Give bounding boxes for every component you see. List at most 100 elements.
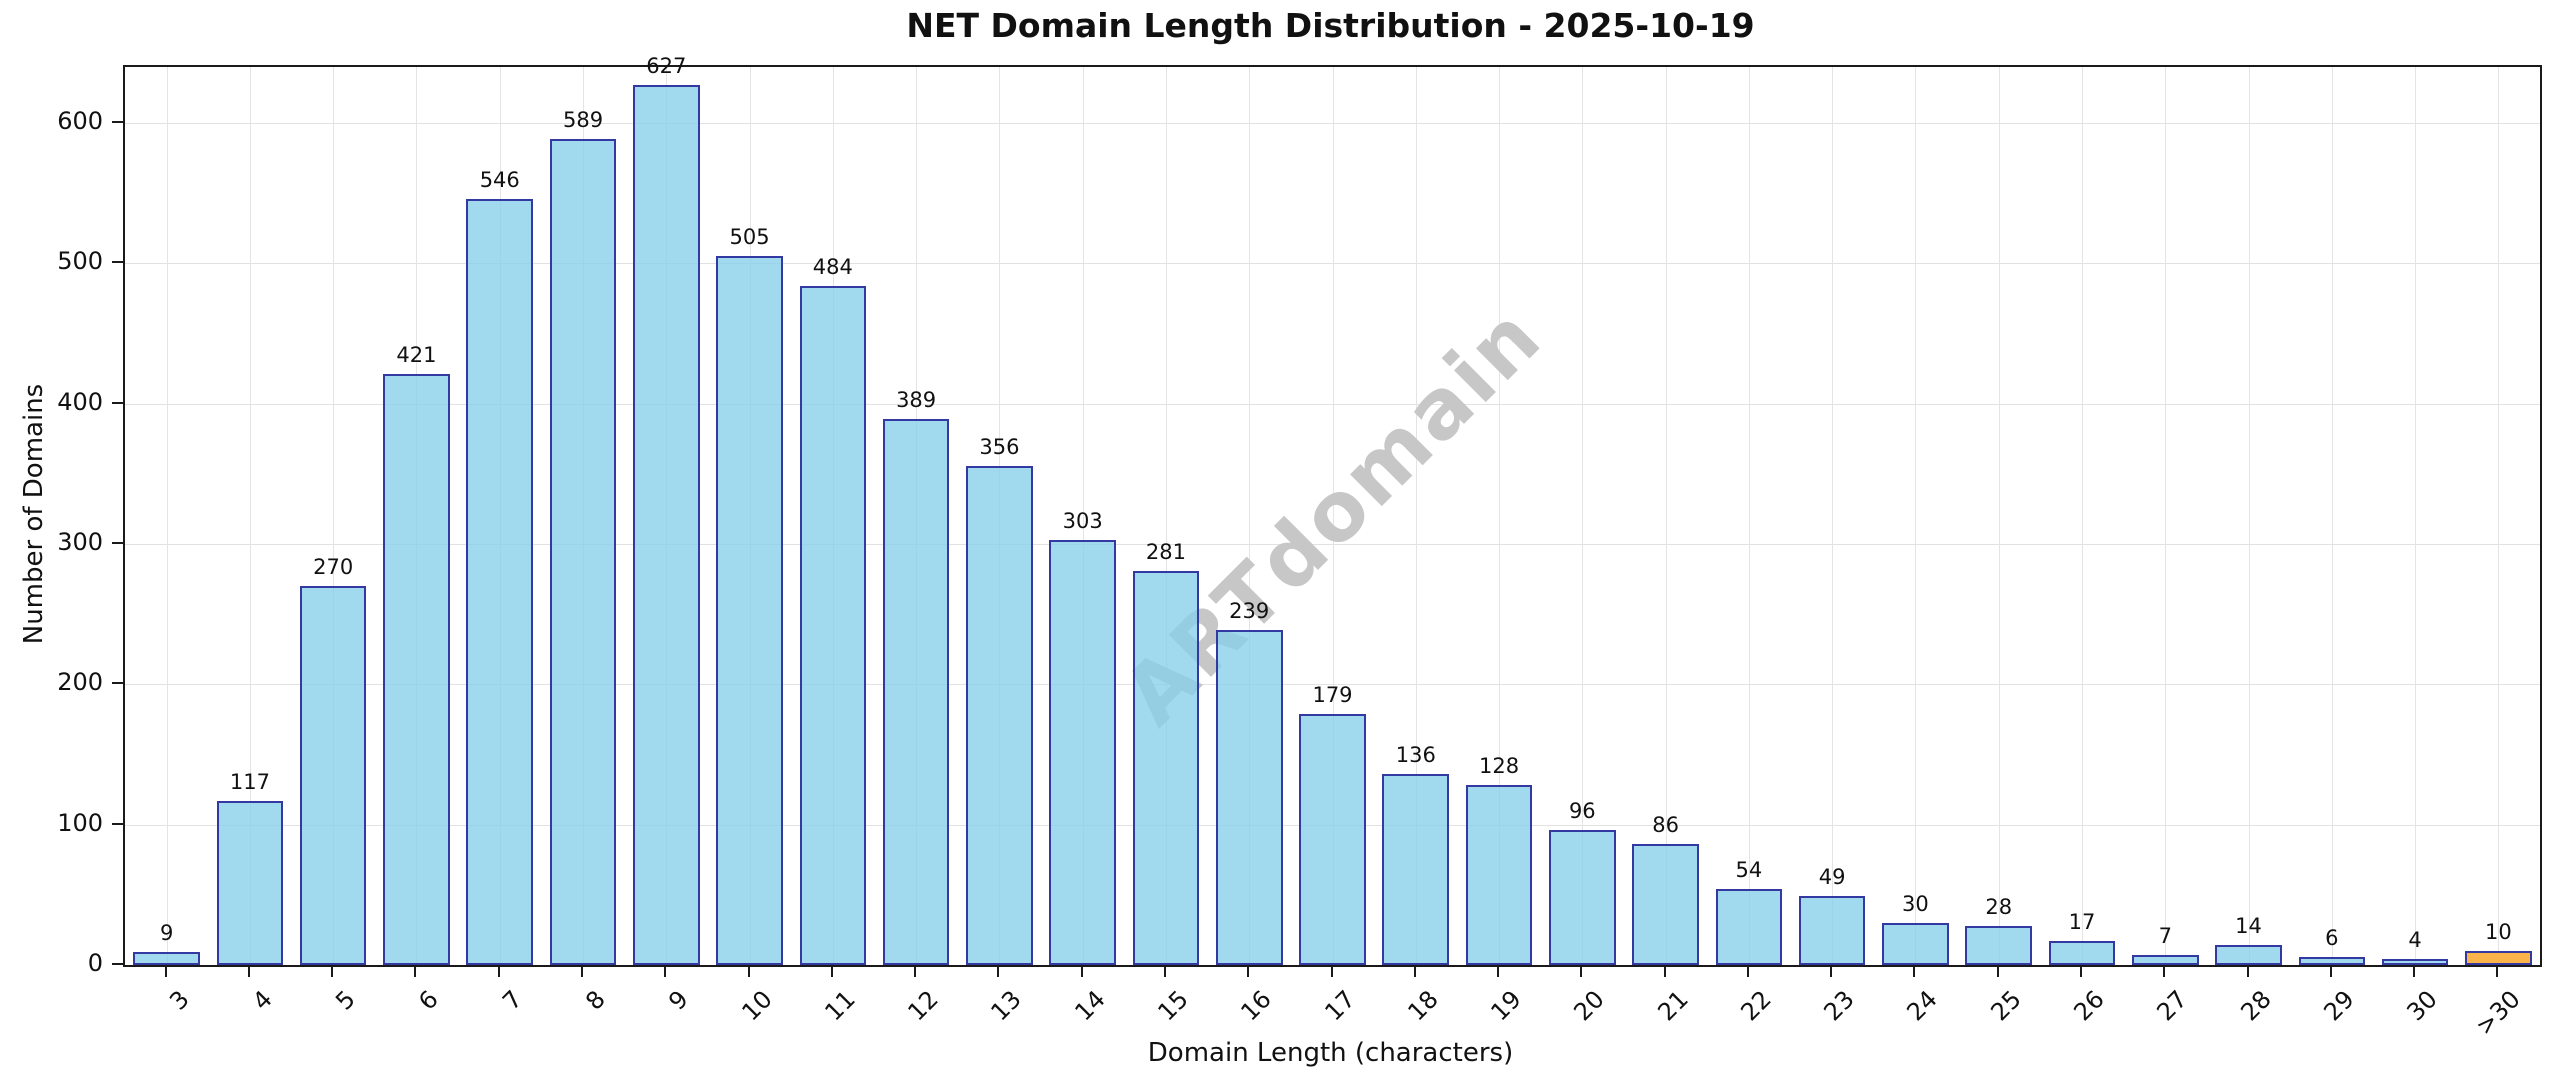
gridline-vertical: [1582, 67, 1584, 965]
x-tick-mark: [1080, 965, 1083, 977]
gridline-vertical: [333, 67, 335, 965]
bar-value-label: 239: [1229, 598, 1270, 623]
x-tick-label: 12: [902, 985, 944, 1027]
gridline-vertical: [1332, 67, 1334, 965]
x-tick-mark: [1580, 965, 1583, 977]
x-tick-label: 20: [1568, 985, 1611, 1027]
bar-26: [2048, 941, 2116, 965]
x-tick-mark: [1247, 965, 1250, 977]
x-tick-mark: [1497, 965, 1500, 977]
x-tick-label: 23: [1818, 985, 1860, 1027]
bar-29: [2298, 956, 2366, 965]
bar-value-label: 128: [1479, 754, 1520, 779]
x-tick-mark: [747, 965, 750, 977]
gridline-vertical: [1499, 67, 1501, 965]
plot-area: ARTdomain 9 117 270 421 546 589 627 505 484 389 35…: [123, 54, 2542, 967]
bar-value-label: 281: [1145, 539, 1186, 564]
y-axis-label: Number of Domains: [19, 383, 49, 645]
bar-16: [1215, 629, 1283, 965]
x-tick-label: >30: [2470, 985, 2527, 1041]
x-tick-label: 18: [1402, 985, 1444, 1027]
x-tick-mark: [1663, 965, 1666, 977]
y-tick-label: 0: [87, 949, 103, 977]
x-tick-label: 22: [1735, 985, 1777, 1027]
bar-value-label: 179: [1312, 682, 1353, 707]
gridline-vertical: [2248, 67, 2250, 965]
bar-value-label: 10: [2484, 919, 2512, 944]
y-tick-mark: [112, 542, 123, 545]
bar-value-label: 96: [1568, 799, 1596, 824]
x-tick-mark: [1413, 965, 1416, 977]
y-tick-mark: [112, 401, 123, 404]
bar->30: [2465, 950, 2532, 965]
gridline-vertical: [166, 67, 168, 965]
x-tick-label: 8: [580, 985, 611, 1016]
x-tick-label: 17: [1318, 985, 1361, 1027]
y-tick-label: 600: [57, 107, 103, 136]
bar-8: [549, 138, 617, 965]
gridline-vertical: [1998, 67, 2000, 965]
bar-27: [2131, 955, 2199, 965]
bar-value-label: 9: [159, 921, 174, 946]
gridline-vertical: [2081, 67, 2083, 965]
x-tick-label: 13: [985, 985, 1028, 1027]
x-tick-mark: [2496, 965, 2499, 977]
x-tick-mark: [664, 965, 667, 977]
x-tick-mark: [247, 965, 250, 977]
y-tick-label: 100: [57, 808, 103, 837]
x-tick-label: 9: [663, 985, 695, 1016]
bar-value-label: 546: [479, 167, 520, 192]
bar-value-label: 28: [1985, 894, 2013, 919]
gridline-vertical: [1832, 67, 1834, 965]
x-tick-mark: [1913, 965, 1916, 977]
x-tick-mark: [1330, 965, 1333, 977]
x-tick-mark: [1830, 965, 1833, 977]
bar-13: [966, 465, 1033, 965]
y-tick-label: 300: [57, 528, 103, 557]
bar-value-label: 589: [562, 107, 604, 132]
gridline-vertical: [1249, 67, 1251, 965]
gridline-vertical: [1915, 67, 1917, 965]
x-tick-label: 30: [2401, 985, 2443, 1027]
x-tick-label: 19: [1485, 985, 1527, 1027]
bar-value-label: 505: [729, 225, 770, 250]
bar-value-label: 30: [1902, 891, 1929, 916]
bar-12: [882, 419, 950, 965]
gridline-vertical: [2415, 67, 2417, 965]
x-tick-mark: [830, 965, 833, 977]
y-tick-label: 500: [57, 247, 103, 276]
x-tick-label: 10: [735, 985, 778, 1027]
bar-10: [716, 256, 783, 965]
bar-3: [133, 952, 200, 965]
x-tick-label: 21: [1651, 985, 1694, 1027]
bar-24: [1882, 922, 1949, 965]
x-tick-mark: [914, 965, 917, 977]
gridline-vertical: [1748, 67, 1750, 965]
x-tick-mark: [331, 965, 334, 977]
gridline-vertical: [2331, 67, 2333, 965]
bar-value-label: 49: [1818, 865, 1846, 890]
x-tick-mark: [2246, 965, 2249, 977]
bar-value-label: 117: [229, 769, 270, 794]
x-tick-label: 16: [1235, 985, 1278, 1027]
bar-value-label: 270: [313, 555, 354, 580]
bar-value-label: 389: [896, 388, 937, 413]
bar-5: [299, 586, 367, 965]
bar-value-label: 303: [1062, 508, 1103, 533]
bar-value-label: 484: [812, 254, 853, 279]
x-tick-mark: [164, 965, 167, 977]
gridline-vertical: [1082, 67, 1084, 965]
x-tick-label: 6: [413, 985, 445, 1016]
bar-22: [1715, 889, 1783, 965]
gridline-vertical: [1165, 67, 1167, 965]
x-tick-mark: [497, 965, 500, 977]
bar-25: [1965, 925, 2032, 965]
bar-9: [632, 85, 700, 965]
x-tick-mark: [1996, 965, 1999, 977]
x-tick-mark: [414, 965, 417, 977]
x-tick-label: 3: [163, 985, 195, 1016]
x-tick-label: 26: [2068, 985, 2110, 1027]
bar-19: [1465, 785, 1533, 965]
x-tick-mark: [581, 965, 584, 977]
